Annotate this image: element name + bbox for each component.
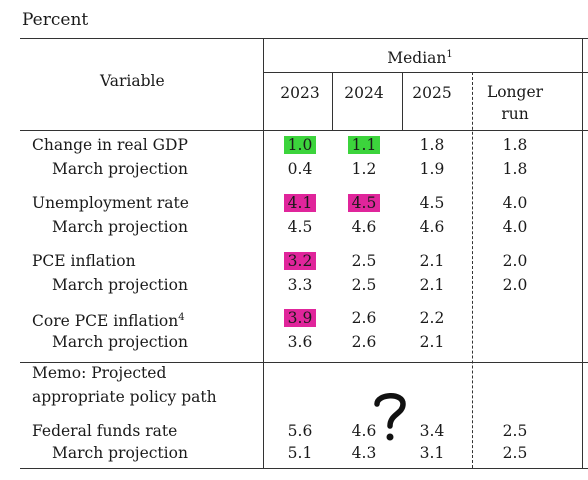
march-projection-label: March projection (52, 160, 188, 178)
bottom-rule (20, 468, 588, 469)
value-cell-2025: 3.1 (419, 444, 445, 462)
federal-funds-rate-label: Federal funds rate (32, 422, 178, 440)
value-cell-2024: 4.5 (336, 194, 392, 212)
memo-rule (20, 362, 588, 363)
value-cell-2025: 1.8 (419, 136, 445, 154)
variable-header: Variable (100, 72, 165, 90)
value-cell-2025: 3.4 (419, 422, 445, 440)
value-cell-2024: 4.3 (351, 444, 377, 462)
top-rule (20, 38, 588, 39)
value-cell-2023: 3.9 (272, 309, 328, 327)
value-cell-2024: 2.6 (351, 333, 377, 351)
variable-label: Core PCE inflation4 (32, 312, 185, 331)
projections-table: Variable Median1 2023 2024 2025 Longer r… (20, 38, 588, 470)
value-cell-longer-run: 2.0 (502, 252, 528, 270)
question-mark-icon (374, 393, 406, 441)
value-cell-2024: 2.6 (351, 309, 377, 327)
longer-run-dashed-rule (472, 72, 473, 468)
median-rule (263, 72, 588, 73)
col-2023-rule (332, 72, 333, 130)
header-rule (20, 130, 588, 131)
value-cell-2023: 0.4 (287, 160, 313, 178)
value-cell-longer-run: 2.5 (502, 422, 528, 440)
value-cell-2024: 4.6 (351, 218, 377, 236)
march-projection-label: March projection (52, 218, 188, 236)
right-edge-rule (582, 38, 583, 468)
march-projection-label: March projection (52, 444, 188, 462)
value-cell-2025: 4.6 (419, 218, 445, 236)
value-cell-2024: 1.2 (351, 160, 377, 178)
value-cell-2025: 1.9 (419, 160, 445, 178)
march-projection-label: March projection (52, 276, 188, 294)
highlight-pink: 4.1 (283, 194, 317, 212)
value-cell-2024: 4.6 (351, 422, 377, 440)
highlight-pink: 4.5 (347, 194, 381, 212)
longer-run-header-line1: Longer (486, 83, 544, 101)
memo-line2: appropriate policy path (32, 388, 217, 406)
highlight-pink: 3.2 (283, 252, 317, 270)
variable-label: Unemployment rate (32, 194, 189, 212)
value-cell-2025: 2.2 (419, 309, 445, 327)
value-cell-2023: 4.5 (287, 218, 313, 236)
median-header: Median1 (387, 49, 453, 68)
col-2024-rule (402, 72, 403, 130)
year-header-2024: 2024 (344, 84, 384, 102)
highlight-pink: 3.9 (283, 309, 317, 327)
value-cell-2024: 1.1 (336, 136, 392, 154)
value-cell-2023: 3.3 (287, 276, 313, 294)
value-cell-2025: 2.1 (419, 252, 445, 270)
value-cell-2023: 4.1 (272, 194, 328, 212)
year-header-2025: 2025 (412, 84, 452, 102)
value-cell-2023: 3.6 (287, 333, 313, 351)
value-cell-2024: 2.5 (351, 252, 377, 270)
memo-line1: Memo: Projected (32, 364, 167, 382)
march-projection-label: March projection (52, 333, 188, 351)
value-cell-longer-run: 4.0 (502, 218, 528, 236)
value-cell-longer-run: 2.0 (502, 276, 528, 294)
unit-label: Percent (22, 10, 89, 30)
value-cell-longer-run: 2.5 (502, 444, 528, 462)
variable-label: PCE inflation (32, 252, 136, 270)
value-cell-2025: 4.5 (419, 194, 445, 212)
value-cell-2025: 2.1 (419, 333, 445, 351)
value-cell-longer-run: 4.0 (502, 194, 528, 212)
value-cell-2024: 2.5 (351, 276, 377, 294)
value-cell-longer-run: 1.8 (502, 136, 528, 154)
longer-run-header-line2: run (501, 105, 529, 123)
value-cell-2023: 5.6 (287, 422, 313, 440)
value-cell-2023: 1.0 (272, 136, 328, 154)
year-header-2023: 2023 (280, 84, 320, 102)
highlight-green: 1.1 (347, 136, 381, 154)
value-cell-2023: 3.2 (272, 252, 328, 270)
value-cell-2025: 2.1 (419, 276, 445, 294)
value-cell-2023: 5.1 (287, 444, 313, 462)
variable-column-rule (263, 38, 264, 468)
variable-label: Change in real GDP (32, 136, 188, 154)
value-cell-longer-run: 1.8 (502, 160, 528, 178)
highlight-green: 1.0 (283, 136, 317, 154)
